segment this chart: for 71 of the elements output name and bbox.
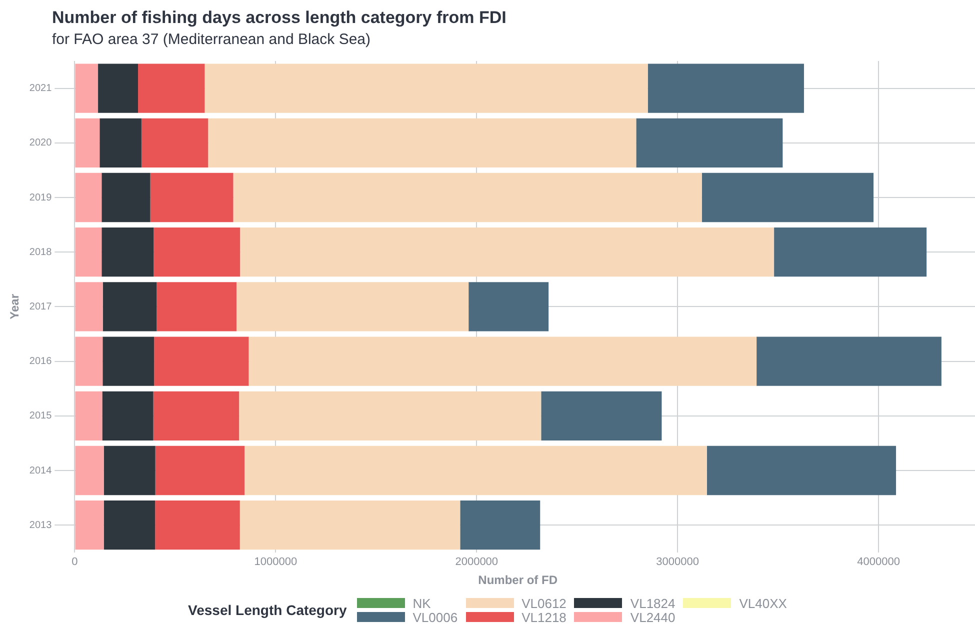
x-tick-label: 4000000 bbox=[857, 556, 900, 568]
x-tick-label: 2000000 bbox=[455, 556, 498, 568]
bar bbox=[244, 446, 707, 496]
bar bbox=[636, 118, 783, 168]
y-tick-label: 2021 bbox=[29, 83, 52, 94]
bar bbox=[702, 172, 874, 222]
bar bbox=[75, 64, 98, 113]
bar bbox=[75, 282, 103, 332]
bar bbox=[240, 228, 774, 277]
y-tick-label: 2016 bbox=[29, 356, 52, 368]
bar bbox=[706, 446, 896, 496]
bar bbox=[150, 172, 234, 222]
chart-subtitle: for FAO area 37 (Mediterranean and Black Sea) bbox=[52, 31, 371, 48]
bar bbox=[102, 282, 157, 332]
bar bbox=[104, 500, 156, 550]
bar bbox=[75, 228, 102, 277]
bar bbox=[102, 391, 154, 440]
bar bbox=[153, 391, 240, 440]
bar bbox=[75, 446, 104, 496]
bar bbox=[75, 118, 100, 168]
y-tick-label: 2019 bbox=[29, 192, 52, 204]
bar bbox=[75, 172, 102, 222]
bar bbox=[100, 118, 142, 168]
bar bbox=[155, 446, 245, 496]
bar bbox=[204, 64, 648, 113]
legend-label: VL0006 bbox=[412, 610, 458, 624]
bar bbox=[141, 118, 208, 168]
bar bbox=[233, 172, 702, 222]
y-tick-label: 2014 bbox=[29, 465, 52, 476]
bar bbox=[541, 391, 662, 440]
y-tick-label: 2017 bbox=[29, 301, 52, 312]
bar bbox=[208, 118, 636, 168]
bar bbox=[75, 336, 103, 386]
bar bbox=[102, 172, 150, 222]
bar bbox=[648, 64, 804, 113]
bar bbox=[154, 228, 240, 277]
bar bbox=[248, 336, 757, 386]
legend-label: VL1218 bbox=[522, 610, 566, 624]
y-axis-title: Year bbox=[8, 294, 22, 320]
bar bbox=[236, 282, 469, 332]
y-tick-label: 2015 bbox=[29, 410, 52, 422]
legend-label: VL0612 bbox=[522, 596, 566, 610]
bar bbox=[756, 336, 942, 386]
bar bbox=[155, 500, 240, 550]
bar bbox=[774, 228, 927, 277]
legend-label: VL1824 bbox=[630, 596, 676, 610]
bar bbox=[460, 500, 540, 550]
bar bbox=[104, 446, 156, 496]
legend-label: VL40XX bbox=[739, 596, 787, 610]
bar bbox=[75, 500, 104, 550]
bar bbox=[156, 282, 236, 332]
bar bbox=[239, 391, 542, 440]
legend-label: NK bbox=[412, 596, 431, 610]
y-tick-label: 2013 bbox=[29, 520, 52, 531]
y-tick-label: 2018 bbox=[29, 246, 52, 258]
bar bbox=[102, 228, 154, 277]
x-tick-label: 0 bbox=[72, 556, 78, 568]
bar bbox=[154, 336, 249, 386]
x-tick-label: 1000000 bbox=[254, 556, 298, 568]
legend-title: Vessel Length Category bbox=[188, 602, 347, 618]
bar bbox=[468, 282, 549, 332]
bar bbox=[240, 500, 460, 550]
bar bbox=[75, 391, 102, 440]
y-tick-label: 2020 bbox=[29, 138, 52, 149]
bar bbox=[102, 336, 154, 386]
x-axis-title: Number of FD bbox=[478, 573, 558, 588]
legend-label: VL2440 bbox=[630, 610, 676, 624]
chart-title: Number of fishing days across length category from FDI bbox=[52, 8, 506, 28]
bar bbox=[138, 64, 205, 113]
bar bbox=[98, 64, 138, 113]
x-tick-label: 3000000 bbox=[656, 556, 699, 568]
